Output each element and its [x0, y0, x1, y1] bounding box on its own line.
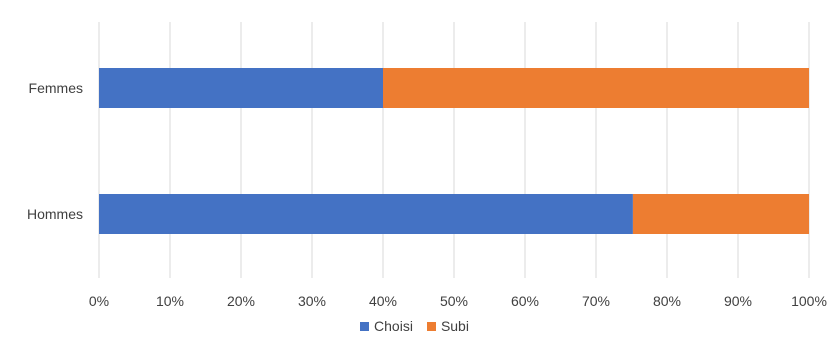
x-tick-label: 0% [89, 293, 109, 309]
bar-choisi-femmes [99, 68, 383, 108]
bar-choisi-hommes [99, 194, 633, 234]
x-tick-label: 70% [582, 293, 610, 309]
x-tick-label: 40% [369, 293, 397, 309]
category-label: Hommes [27, 206, 83, 222]
x-tick-label: 10% [156, 293, 184, 309]
legend: Choisi Subi [0, 318, 829, 334]
x-tick-label: 100% [791, 293, 827, 309]
x-tick-label: 60% [511, 293, 539, 309]
x-tick-label: 20% [227, 293, 255, 309]
category-label: Femmes [29, 80, 83, 96]
legend-swatch-choisi [360, 321, 370, 331]
bars [99, 68, 809, 234]
gridlines [98, 22, 810, 278]
x-tick-labels: 0% 10% 20% 30% 40% 50% 60% 70% 80% 90% 100% [89, 293, 827, 309]
x-tick-label: 80% [653, 293, 681, 309]
category-labels: Femmes Hommes [27, 80, 83, 222]
legend-swatch-subi [426, 321, 436, 331]
x-tick-label: 90% [724, 293, 752, 309]
legend-item-choisi: Choisi [360, 318, 413, 334]
bar-subi-hommes [632, 194, 809, 234]
legend-label-choisi: Choisi [374, 318, 413, 334]
legend-label-subi: Subi [440, 318, 469, 334]
bar-subi-femmes [383, 68, 809, 108]
legend-item-subi: Subi [426, 318, 469, 334]
x-tick-label: 50% [440, 293, 468, 309]
x-tick-label: 30% [298, 293, 326, 309]
